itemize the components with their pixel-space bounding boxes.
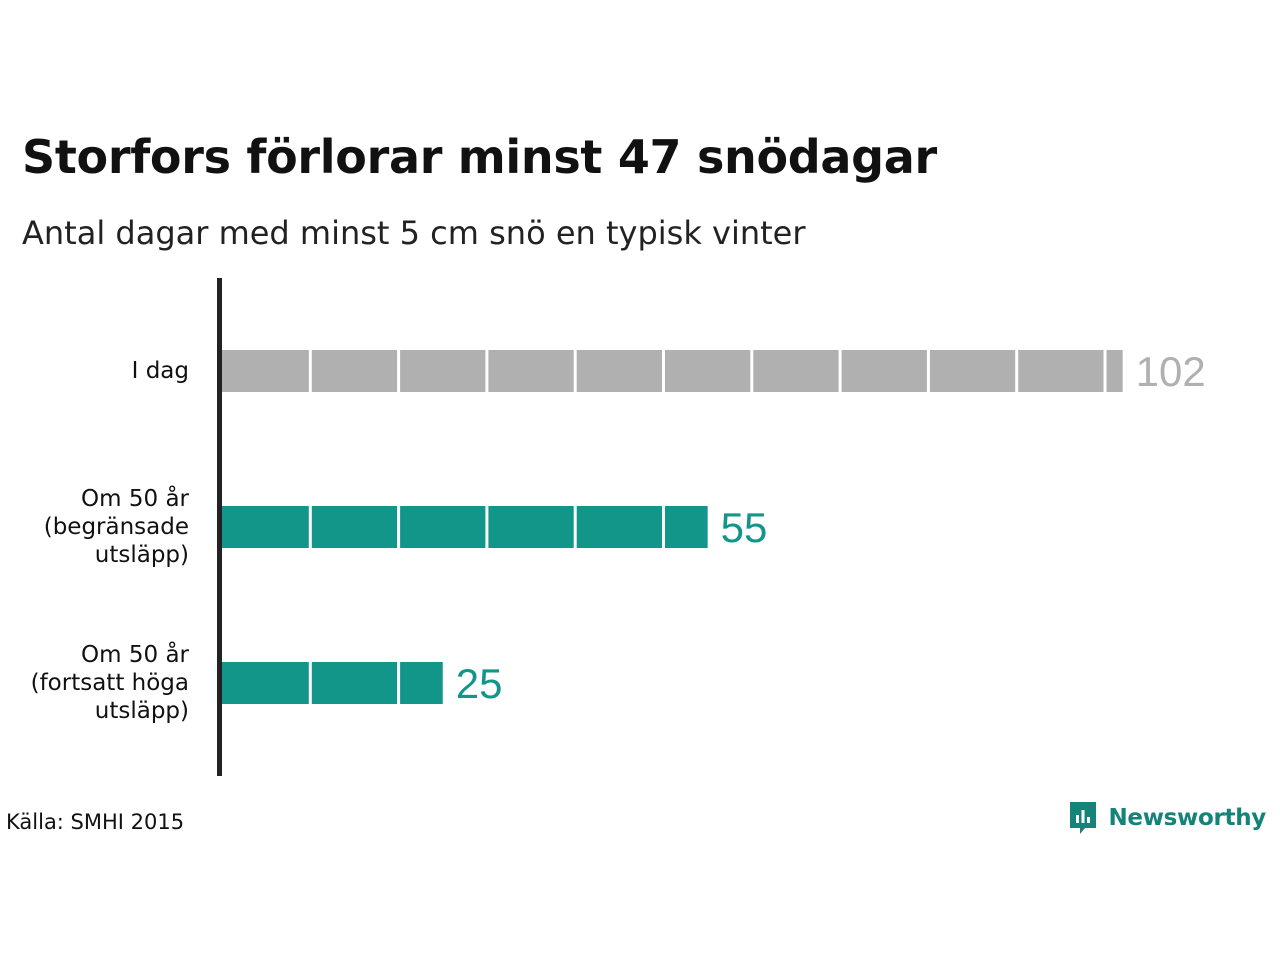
bar-segment-divider	[308, 662, 312, 704]
brand-logo: Newsworthy	[1068, 800, 1266, 836]
bar-segment-divider	[926, 350, 930, 392]
bar-segment-divider	[573, 506, 577, 548]
bar-3	[222, 662, 443, 704]
category-label-line: (fortsatt höga	[30, 670, 189, 696]
data-label-1: 102	[1136, 348, 1206, 395]
bar-segment-divider	[485, 350, 489, 392]
bar-segment-divider	[1103, 350, 1107, 392]
chart-title: Storfors förlorar minst 47 snödagar	[22, 130, 937, 184]
data-label-3: 25	[456, 660, 503, 707]
bar-segment-divider	[573, 350, 577, 392]
bar-segment-divider	[397, 662, 401, 704]
category-label-3: Om 50 år (fortsatt höga utsläpp)	[31, 641, 189, 725]
chart-subtitle: Antal dagar med minst 5 cm snö en typisk…	[22, 214, 806, 252]
category-label-line: utsläpp)	[94, 542, 189, 568]
category-label-2: Om 50 år (begränsade utsläpp)	[44, 485, 189, 569]
bar-segment-divider	[308, 506, 312, 548]
bar-segment-divider	[397, 350, 401, 392]
category-label-line: (begränsade	[43, 514, 189, 540]
bar-segment-divider	[838, 350, 842, 392]
bar-segment-divider	[1015, 350, 1019, 392]
category-label-line: I dag	[131, 358, 189, 384]
category-label-line: Om 50 år	[81, 486, 189, 512]
y-axis-line	[217, 278, 222, 776]
data-label-2: 55	[721, 504, 768, 551]
newsworthy-logo-icon	[1070, 802, 1097, 834]
bar-segment-divider	[750, 350, 754, 392]
category-label-line: Om 50 år	[81, 642, 189, 668]
bar-2	[222, 506, 708, 548]
bar-segment-divider	[662, 350, 665, 392]
bar-chart: 102 55 25	[217, 278, 1206, 776]
bar-segment-divider	[662, 506, 665, 548]
bar-1	[222, 350, 1123, 392]
bar-segment-divider	[397, 506, 401, 548]
bar-segment-divider	[485, 506, 489, 548]
bar-segment-divider	[308, 350, 312, 392]
category-label-line: utsläpp)	[94, 698, 189, 724]
category-label-1: I dag	[132, 357, 189, 385]
source-note: Källa: SMHI 2015	[6, 810, 185, 834]
brand-name: Newsworthy	[1108, 805, 1266, 831]
